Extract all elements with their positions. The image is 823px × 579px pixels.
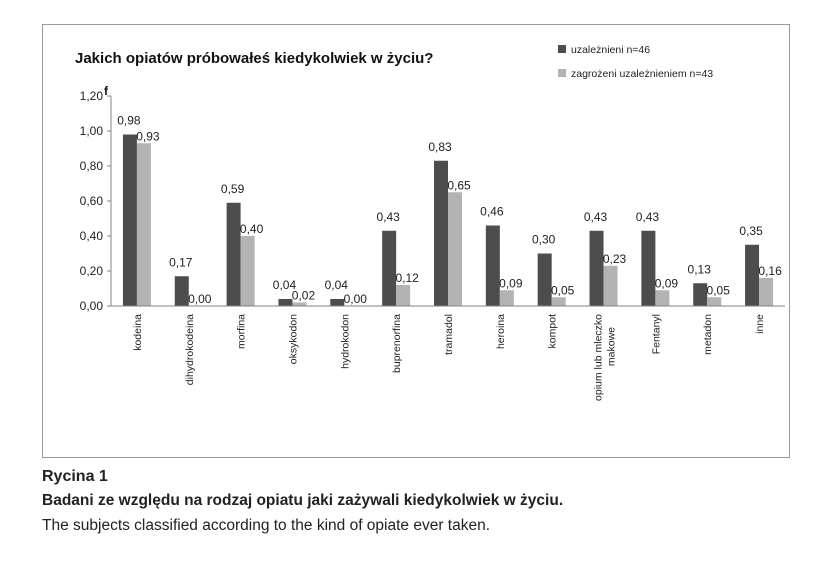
bar-series-1 [485, 225, 500, 306]
bar-series-2 [551, 297, 566, 306]
bar-series-1 [226, 202, 241, 306]
data-label-series-2: 0,00 [344, 292, 368, 306]
category-label: opium lub mleczkomakowe [593, 314, 618, 401]
figure-caption: Rycina 1 Badani ze względu na rodzaj opi… [42, 466, 812, 538]
chart-title: Jakich opiatów próbowałeś kiedykolwiek w… [75, 50, 433, 67]
legend-label-series-1: uzależnieni n=46 [571, 44, 650, 56]
bar-series-2 [240, 236, 255, 306]
bar-series-1 [641, 230, 656, 306]
bar-series-2 [499, 290, 514, 306]
data-label-series-2: 0,23 [603, 252, 627, 266]
data-label-series-2: 0,40 [240, 222, 264, 236]
y-tick-label: 0,80 [80, 159, 104, 173]
data-label-series-1: 0,43 [636, 210, 660, 224]
bar-series-1 [122, 134, 137, 306]
category-label: kodeina [132, 314, 144, 351]
category-label: oksykodon [287, 314, 299, 364]
data-label-series-2: 0,93 [136, 129, 160, 143]
category-labels: kodeina dihydrokodeina morfina oksykodon hyd… [132, 314, 766, 401]
bar-series-1 [434, 160, 448, 306]
bar-series-2 [759, 278, 774, 306]
bar-series-1 [330, 299, 345, 306]
data-label-series-1: 0,43 [376, 210, 400, 224]
bar-series-2 [707, 297, 722, 306]
y-tick-label: 1,20 [80, 89, 104, 103]
bar-series-2 [136, 143, 151, 306]
category-label: metadon [702, 314, 714, 355]
y-tick-label: 0,40 [80, 229, 104, 243]
category-label: inne [754, 314, 766, 334]
y-axis-label: f [104, 84, 109, 98]
data-label-series-2: 0,05 [551, 283, 575, 297]
data-label-series-1: 0,59 [221, 182, 245, 196]
data-label-series-1: 0,35 [739, 224, 763, 238]
value-labels: 0,980,930,170,000,590,400,040,020,040,00… [117, 114, 782, 307]
data-label-series-1: 0,98 [117, 114, 141, 128]
data-label-series-2: 0,65 [447, 178, 471, 192]
y-tick-label: 1,00 [80, 124, 104, 138]
caption-figure-number: Rycina 1 [42, 468, 108, 485]
category-label: kompot [547, 314, 559, 349]
bar-series-1 [278, 299, 293, 306]
bar-series-2 [603, 265, 618, 306]
bar-series-1 [382, 230, 397, 306]
legend: uzależnieni n=46 zagrożeni uzależnieniem … [558, 44, 713, 80]
category-label: morfina [236, 314, 248, 349]
data-label-series-1: 0,83 [428, 140, 452, 154]
data-label-series-1: 0,17 [169, 255, 193, 269]
bar-series-1 [745, 244, 760, 306]
data-label-series-1: 0,30 [532, 233, 556, 247]
bar-chart: Jakich opiatów próbowałeś kiedykolwiek w… [75, 44, 785, 401]
data-label-series-2: 0,09 [499, 276, 523, 290]
data-label-series-2: 0,02 [292, 289, 316, 303]
data-label-series-2: 0,00 [188, 292, 212, 306]
bar-series-2 [448, 192, 462, 306]
bar-series-2 [655, 290, 670, 306]
caption-polish: Badani ze względu na rodzaj opiatu jaki … [42, 492, 564, 509]
data-label-series-1: 0,43 [584, 210, 608, 224]
bar-series-1 [693, 283, 708, 306]
category-label: tramadol [443, 314, 455, 355]
data-label-series-2: 0,09 [655, 276, 679, 290]
y-tick-label: 0,20 [80, 264, 104, 278]
bar-series-2 [396, 285, 411, 306]
y-tick-label: 0,00 [80, 299, 104, 313]
category-label: Fentanyl [650, 314, 662, 354]
bar-series-1 [589, 230, 604, 306]
data-label-series-2: 0,16 [758, 264, 782, 278]
chart-frame: Jakich opiatów próbowałeś kiedykolwiek w… [42, 24, 790, 458]
y-tick-label: 0,60 [80, 194, 104, 208]
category-label: hydrokodon [339, 314, 351, 369]
data-label-series-2: 0,05 [707, 283, 731, 297]
data-label-series-1: 0,46 [480, 205, 504, 219]
bar-series-1 [174, 276, 189, 306]
category-label: heroina [495, 314, 507, 349]
bars [122, 134, 774, 306]
legend-label-series-2: zagrożeni uzależnieniem n=43 [571, 68, 713, 80]
category-label: buprenorfina [391, 314, 403, 373]
data-label-series-1: 0,04 [273, 278, 297, 292]
category-label: dihydrokodeina [184, 314, 196, 385]
bar-series-1 [537, 253, 552, 306]
bar-series-2 [292, 302, 307, 306]
y-axis-ticks: 0,00 0,20 0,40 0,60 0,80 1,00 1,20 [80, 89, 111, 313]
legend-swatch-series-1 [558, 45, 566, 53]
data-label-series-1: 0,13 [688, 262, 712, 276]
caption-english: The subjects classified according to the… [42, 517, 491, 534]
legend-swatch-series-2 [558, 69, 566, 77]
data-label-series-1: 0,04 [325, 278, 349, 292]
data-label-series-2: 0,12 [395, 271, 419, 285]
